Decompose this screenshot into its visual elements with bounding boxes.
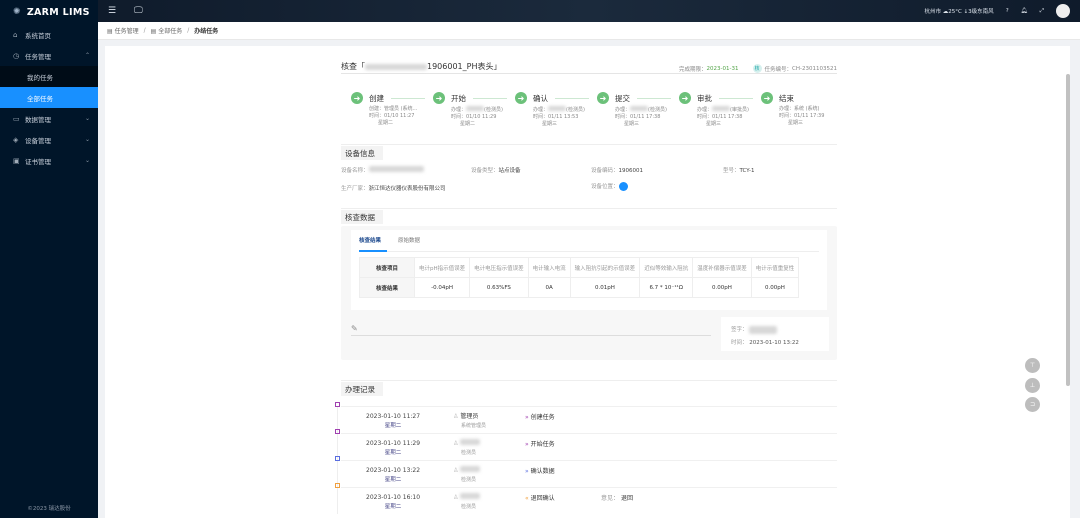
- record-item: 2023-01-10 13:22 星期二 ♙ 检测员 » 确认数据: [335, 456, 837, 487]
- scroll-bottom-button[interactable]: ⊥: [1025, 378, 1040, 393]
- logo: ✺ ZARM LIMS: [13, 6, 90, 18]
- task-detail-card: 核查「 1906001_PH表头」 完成期限： 2023-01-31 核任务编号： CH…: [105, 46, 1070, 518]
- table-cell: 电计输入电流: [527, 257, 571, 278]
- signature-box: 签字： 时间： 2023-01-10 13:22: [721, 317, 829, 351]
- record-item: 2023-01-10 16:10 星期二 ♙ 检测员 « 退回确认 意见： 退回: [335, 483, 837, 514]
- sidebar-item-devices[interactable]: ◈ 设备管理 ⌄: [13, 135, 90, 145]
- sidebar-item-tasks[interactable]: ◷ 任务管理 ⌃: [13, 51, 90, 61]
- breadcrumb-current: 办结任务: [194, 28, 219, 35]
- sidebar-item-all-tasks[interactable]: 全部任务: [0, 87, 98, 108]
- user-icon: ♙: [453, 413, 459, 420]
- timeline-dot: [335, 402, 340, 407]
- clock-icon: ◷: [13, 51, 20, 60]
- arrow-right-icon: ➜: [351, 92, 363, 104]
- fullscreen-icon[interactable]: ⤢: [1039, 7, 1044, 14]
- chevron-up-icon: ⌃: [84, 52, 90, 59]
- table-cell: 输入阻抗引起的示值误差: [569, 257, 641, 278]
- help-icon[interactable]: ?: [1005, 8, 1009, 14]
- table-cell: 电计pH指示值误差: [413, 257, 471, 278]
- action-arrow-icon: »: [525, 414, 529, 421]
- table-cell: 0.63%FS: [469, 277, 529, 298]
- tab-check-result[interactable]: 核查结果: [359, 238, 382, 244]
- deadline: 2023-01-31: [706, 65, 739, 72]
- action-arrow-icon: «: [525, 495, 529, 502]
- task-type-badge: 核: [752, 64, 762, 73]
- scroll-top-button[interactable]: ⊤: [1025, 358, 1040, 373]
- sidebar-item-certificates[interactable]: ▣ 证书管理 ⌄: [13, 156, 90, 166]
- table-cell: 6.7 * 10⁻¹¹Ω: [639, 277, 694, 298]
- menu-fold-icon[interactable]: ☰: [108, 6, 117, 16]
- device-info-section: 设备信息 设备名称： 设备类型：站点设备 设备编码：1906001 型号：TCY…: [341, 144, 837, 204]
- device-icon: ◈: [13, 135, 19, 144]
- row-header: 核查结果: [359, 277, 415, 298]
- arrow-right-icon: ➜: [761, 92, 773, 104]
- sidebar-item-my-tasks[interactable]: 我的任务: [0, 66, 98, 87]
- timeline-dot: [335, 483, 340, 488]
- table-cell: 0A: [527, 277, 571, 298]
- record-item: 2023-01-10 11:29 星期二 ♙ 检测员 » 开始任务: [335, 429, 837, 460]
- pen-icon[interactable]: ✎: [351, 324, 358, 333]
- copyright: ©2023 瑞达股份: [27, 506, 71, 512]
- topbar: ☰ 🖵 杭州市 ☁25°C ↓3级东南风 ? 🔔︎ ⤢: [98, 0, 1080, 22]
- database-icon: ▭: [13, 114, 20, 123]
- task-number: CH-2301103521: [792, 65, 837, 72]
- bell-icon[interactable]: 🔔︎: [1020, 8, 1028, 14]
- scrollbar[interactable]: [1066, 74, 1070, 386]
- avatar[interactable]: [1056, 4, 1070, 18]
- sidebar: ✺ ZARM LIMS ⌂ 系统首页 ◷ 任务管理 ⌃ 我的任务 全部任务 ▭ 数据管理 ⌄…: [0, 0, 98, 518]
- action-arrow-icon: »: [525, 468, 529, 475]
- cloud-icon: ☁: [942, 9, 949, 15]
- arrow-right-icon: ➜: [515, 92, 527, 104]
- certificate-icon: ▣: [13, 156, 20, 165]
- table-row: 核查结果 -0.04pH 0.63%FS 0A 0.01pH 6.7 * 10⁻¹¹Ω 0.…: [359, 277, 800, 298]
- check-result-table: 核查项目 电计pH指示值误差 电计电压指示值误差 电计输入电流 输入阻抗引起的示值误差近…: [359, 257, 800, 298]
- breadcrumb: ▤ 任务管理 / ▤ 全部任务 / 办结任务: [98, 22, 1080, 40]
- table-cell: 0.00pH: [692, 277, 752, 298]
- chevron-down-icon: ⌄: [84, 115, 90, 122]
- timeline-dot: [335, 456, 340, 461]
- record-item: 2023-01-10 11:27 星期二 ♙ 管理员 系统管理员 » 创建任务: [335, 402, 837, 433]
- monitor-icon[interactable]: 🖵: [134, 6, 143, 16]
- breadcrumb-all-tasks[interactable]: ▤ 全部任务: [150, 28, 183, 35]
- section-heading: 办理记录: [341, 382, 383, 396]
- location-pin-icon[interactable]: [618, 182, 628, 191]
- section-heading: 核查数据: [341, 210, 383, 224]
- weather: 杭州市 ☁25°C ↓3级东南风: [924, 9, 994, 15]
- home-icon: ⌂: [13, 30, 18, 39]
- table-row: 核查项目 电计pH指示值误差 电计电压指示值误差 电计输入电流 输入阻抗引起的示值误差近…: [359, 257, 800, 278]
- tab-raw-data[interactable]: 原始数据: [398, 238, 421, 244]
- return-button[interactable]: ⊐: [1025, 397, 1040, 412]
- records-section: 办理记录: [341, 380, 837, 396]
- table-cell: 电计示值重复性: [750, 257, 800, 278]
- table-cell: 近似等效输入阻抗: [639, 257, 694, 278]
- table-cell: 0.00pH: [750, 277, 800, 298]
- user-icon: ♙: [453, 494, 459, 501]
- arrow-right-icon: ➜: [433, 92, 445, 104]
- arrow-right-icon: ➜: [679, 92, 691, 104]
- sidebar-item-home[interactable]: ⌂ 系统首页: [13, 30, 51, 40]
- table-cell: -0.04pH: [413, 277, 471, 298]
- page-title: 核查「 1906001_PH表头」 完成期限： 2023-01-31 核任务编号： CH…: [341, 62, 837, 74]
- timeline-dot: [335, 429, 340, 434]
- table-cell: 0.01pH: [569, 277, 641, 298]
- table-cell: 电计电压指示值误差: [469, 257, 529, 278]
- sidebar-item-data[interactable]: ▭ 数据管理 ⌄: [13, 114, 90, 124]
- user-icon: ♙: [453, 440, 459, 447]
- action-arrow-icon: »: [525, 441, 529, 448]
- progress-steps: ➜ 创建 创建：管理员 (系统... 时间：01/10 11:27 星期二 ➜ 开始 办理：(…: [341, 92, 837, 132]
- row-header: 核查项目: [359, 257, 415, 278]
- table-cell: 温度补偿器示值误差: [692, 257, 752, 278]
- section-heading: 设备信息: [341, 146, 383, 160]
- user-icon: ♙: [453, 467, 459, 474]
- logo-icon: ✺: [13, 7, 21, 17]
- chevron-down-icon: ⌄: [84, 157, 90, 164]
- breadcrumb-task-mgmt[interactable]: ▤ 任务管理: [107, 28, 139, 35]
- arrow-right-icon: ➜: [597, 92, 609, 104]
- chevron-down-icon: ⌄: [84, 136, 90, 143]
- check-data-box: 核查结果 原始数据 核查项目 电计pH指示值误差 电计电压指示值误差 电计输入电流 输入…: [341, 226, 837, 360]
